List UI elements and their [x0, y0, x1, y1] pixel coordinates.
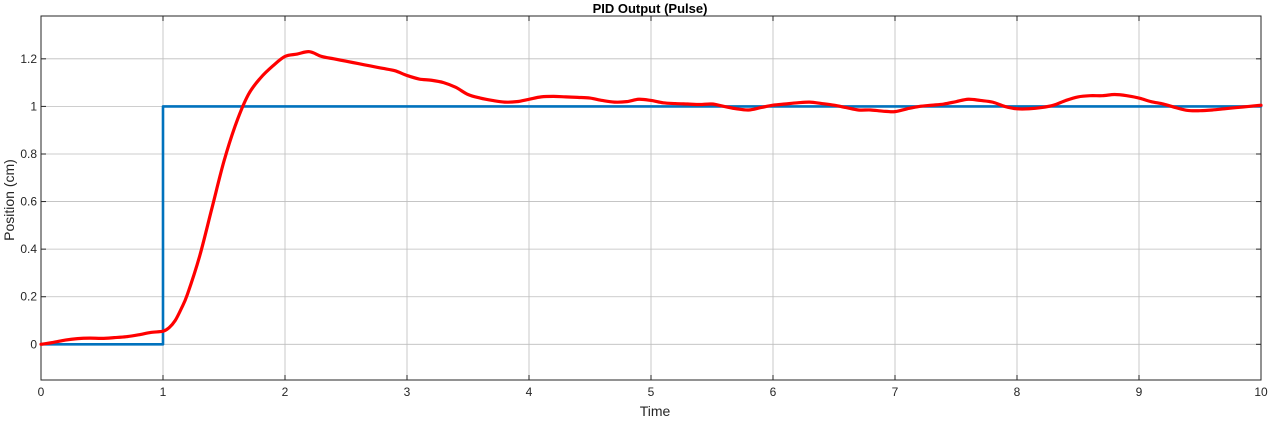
setpoint-line	[39, 105, 1263, 346]
x-tick-label: 1	[160, 385, 167, 399]
x-tick-label: 5	[648, 385, 655, 399]
x-tick-label: 2	[282, 385, 289, 399]
y-tick-label: 0.6	[20, 195, 37, 209]
x-tick-label: 6	[770, 385, 777, 399]
series-group	[39, 50, 1263, 346]
grid	[40, 16, 1262, 380]
y-tick-label: 0	[30, 337, 37, 351]
y-tick-label: 1.2	[20, 52, 37, 66]
y-tick-label: 0.4	[20, 242, 37, 256]
response-line	[39, 50, 1263, 346]
y-tick-label: 0.8	[20, 147, 37, 161]
y-axis-title: Position (cm)	[1, 159, 17, 241]
x-tick-label: 0	[38, 385, 45, 399]
x-tick-label: 9	[1136, 385, 1143, 399]
x-tick-label: 4	[526, 385, 533, 399]
x-axis-title: Time	[640, 403, 671, 419]
y-tick-label: 0.2	[20, 290, 37, 304]
chart-title: PID Output (Pulse)	[593, 1, 708, 16]
x-tick-label: 10	[1254, 385, 1268, 399]
x-tick-label: 7	[892, 385, 899, 399]
y-tick-label: 1	[30, 99, 37, 113]
ticks: 0 1 2 3 4 5 6 7 8 9 10 0 0.2 0.4 0.6 0.8 1 1.2	[20, 16, 1268, 399]
x-tick-label: 3	[404, 385, 411, 399]
x-tick-label: 8	[1014, 385, 1021, 399]
